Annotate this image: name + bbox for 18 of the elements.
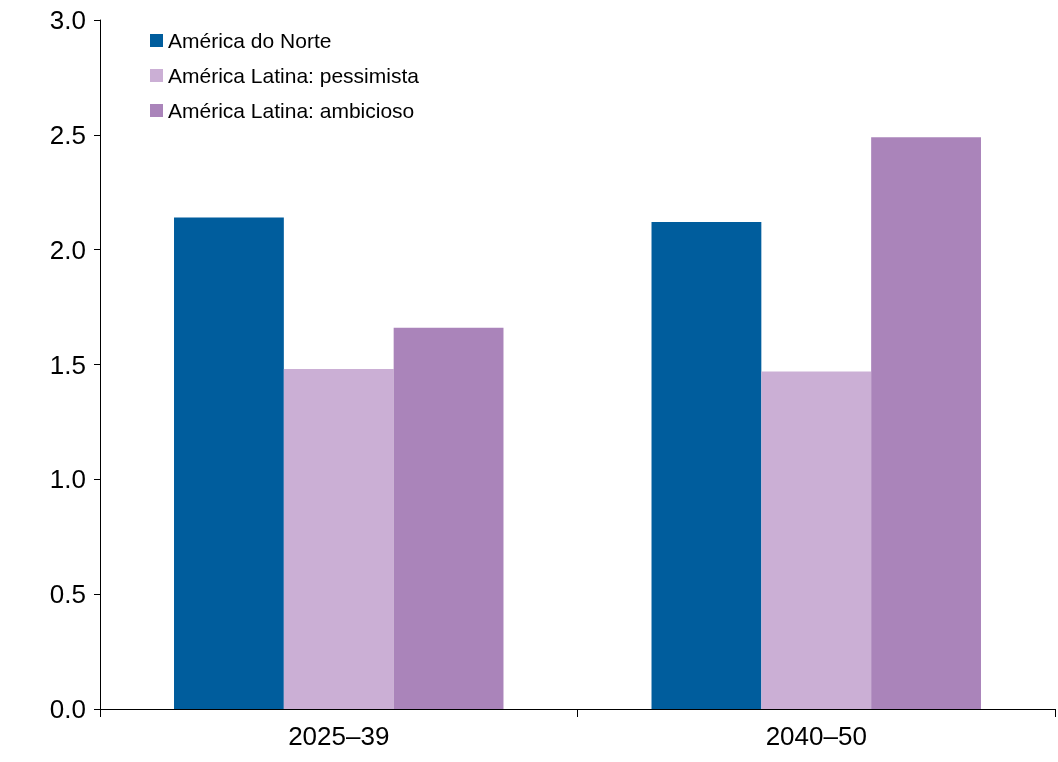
legend-label: América Latina: pessimista	[168, 64, 420, 87]
x-tick-label: 2025–39	[288, 721, 390, 751]
x-tick-label: 2040–50	[765, 721, 867, 751]
y-tick-label: 0.0	[49, 694, 86, 724]
legend-label: América do Norte	[168, 29, 332, 52]
legend-label: América Latina: ambicioso	[168, 99, 415, 122]
y-tick-label: 1.5	[49, 349, 86, 380]
y-tick-label: 1.0	[49, 464, 86, 495]
bar	[871, 137, 981, 709]
y-tick-label: 0.5	[49, 579, 86, 610]
bar	[283, 369, 394, 709]
bar	[393, 327, 504, 709]
bar	[651, 222, 762, 709]
y-tick-label: 3.0	[49, 5, 86, 35]
y-tick-label: 2.0	[49, 234, 86, 265]
bar	[761, 371, 872, 709]
y-tick-label: 2.5	[49, 119, 86, 150]
bar	[174, 217, 284, 709]
